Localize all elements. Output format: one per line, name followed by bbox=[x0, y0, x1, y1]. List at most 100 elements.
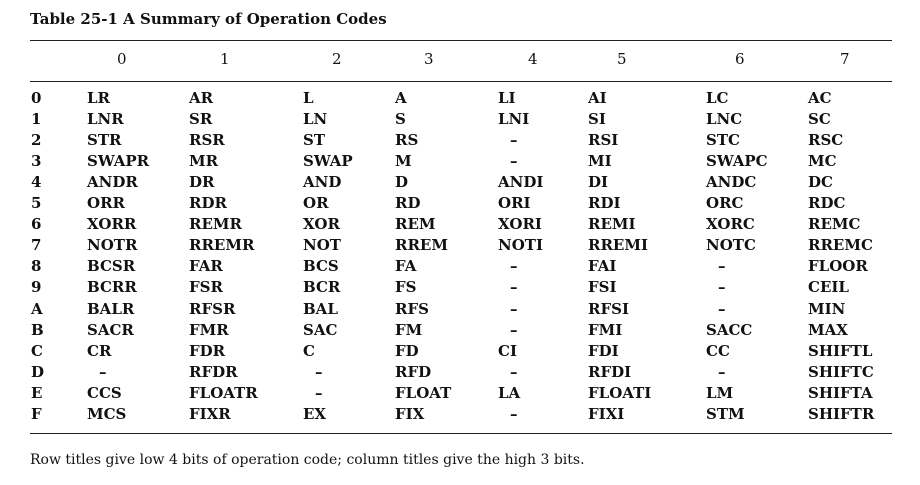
opcode-cell: AC bbox=[808, 89, 832, 107]
opcode-cell: REM bbox=[395, 215, 436, 234]
table-row: F MCS FIXR EX FIX – FIXI STM SHIFTR bbox=[0, 405, 920, 426]
opcode-cell: – bbox=[718, 278, 726, 297]
opcode-cell: FIXI bbox=[588, 404, 625, 423]
opcode-cell: ANDI bbox=[498, 173, 544, 192]
opcode-cell: SAC bbox=[303, 320, 338, 339]
table-row: D – RFDR – RFD – RFDI – SHIFTC bbox=[0, 363, 920, 384]
opcode-cell: MI bbox=[588, 152, 612, 171]
opcode-cell: C bbox=[303, 341, 315, 360]
table-caption: Table 25-1 A Summary of Operation Codes bbox=[30, 10, 387, 28]
opcode-cell: SHIFTC bbox=[808, 362, 874, 381]
opcode-cell: XORR bbox=[87, 215, 137, 234]
opcode-cell: XOR bbox=[303, 215, 340, 234]
opcode-cell: CEIL bbox=[808, 278, 849, 297]
opcode-cell: MAX bbox=[808, 320, 848, 339]
row-label: 7 bbox=[31, 236, 42, 255]
opcode-cell: ANDC bbox=[706, 173, 757, 192]
opcode-cell: AI bbox=[588, 89, 607, 107]
row-label: F bbox=[31, 404, 42, 423]
opcode-cell: MR bbox=[189, 152, 219, 171]
opcode-cell: – bbox=[510, 320, 518, 339]
opcode-cell: XORC bbox=[706, 215, 755, 234]
table-row: A BALR RFSR BAL RFS – RFSI – MIN bbox=[0, 300, 920, 321]
opcode-cell: LNC bbox=[706, 110, 743, 129]
opcode-cell: LR bbox=[87, 89, 111, 107]
opcode-cell: SHIFTR bbox=[808, 404, 875, 423]
opcode-cell: STC bbox=[706, 131, 740, 150]
opcode-cell: FSR bbox=[189, 278, 223, 297]
opcode-cell: RREMI bbox=[588, 236, 648, 255]
opcode-cell: FAR bbox=[189, 257, 223, 276]
opcode-cell: LNI bbox=[498, 110, 530, 129]
opcode-cell: CCS bbox=[87, 383, 122, 402]
opcode-cell: LN bbox=[303, 110, 328, 129]
row-label: E bbox=[31, 383, 43, 402]
opcode-cell: NOTI bbox=[498, 236, 543, 255]
opcode-cell: SWAP bbox=[303, 152, 353, 171]
opcode-cell: SWAPR bbox=[87, 152, 150, 171]
opcode-cell: ST bbox=[303, 131, 325, 150]
table-row: 5 ORR RDR OR RD ORI RDI ORC RDC bbox=[0, 194, 920, 215]
opcode-cell: FLOOR bbox=[808, 257, 868, 276]
opcode-cell: – bbox=[315, 362, 323, 381]
table-row: 3 SWAPR MR SWAP M – MI SWAPC MC bbox=[0, 152, 920, 173]
opcode-cell: RREM bbox=[395, 236, 448, 255]
opcode-cell: – bbox=[718, 257, 726, 276]
opcode-cell: FLOAT bbox=[395, 383, 452, 402]
opcode-cell: SACR bbox=[87, 320, 134, 339]
opcode-cell: RSC bbox=[808, 131, 844, 150]
opcode-cell: BCSR bbox=[87, 257, 136, 276]
opcode-cell: SR bbox=[189, 110, 213, 129]
opcode-cell: FAI bbox=[588, 257, 617, 276]
opcode-cell: SHIFTA bbox=[808, 383, 873, 402]
table-row: 7 NOTR RREMR NOT RREM NOTI RREMI NOTC RREMC bbox=[0, 236, 920, 257]
opcode-cell: DI bbox=[588, 173, 609, 192]
opcode-cell: STM bbox=[706, 404, 745, 423]
opcode-cell: RREMR bbox=[189, 236, 255, 255]
opcode-cell: RDC bbox=[808, 194, 846, 213]
top-rule bbox=[30, 40, 892, 41]
opcode-cell: ANDR bbox=[87, 173, 138, 192]
opcode-cell: – bbox=[510, 152, 518, 171]
row-label: 0 bbox=[31, 89, 42, 107]
column-header-2: 2 bbox=[332, 50, 342, 68]
opcode-cell: BCR bbox=[303, 278, 341, 297]
opcode-cell: BAL bbox=[303, 299, 338, 318]
row-label: A bbox=[31, 299, 43, 318]
opcode-cell: A bbox=[395, 89, 407, 107]
opcode-cell: REMR bbox=[189, 215, 242, 234]
opcode-cell: RDI bbox=[588, 194, 621, 213]
opcode-cell: FDR bbox=[189, 341, 226, 360]
opcode-cell: REMI bbox=[588, 215, 636, 234]
opcode-cell: MC bbox=[808, 152, 837, 171]
column-header-4: 4 bbox=[528, 50, 538, 68]
opcode-cell: AND bbox=[303, 173, 342, 192]
opcode-cell: FLOATI bbox=[588, 383, 652, 402]
opcode-cell: DC bbox=[808, 173, 833, 192]
opcode-cell: SWAPC bbox=[706, 152, 768, 171]
opcode-cell: FDI bbox=[588, 341, 619, 360]
opcode-cell: RFD bbox=[395, 362, 432, 381]
table-row: B SACR FMR SAC FM – FMI SACC MAX bbox=[0, 321, 920, 342]
column-header-7: 7 bbox=[840, 50, 850, 68]
opcode-cell: RD bbox=[395, 194, 421, 213]
row-label: 9 bbox=[31, 278, 42, 297]
table-row: 2 STR RSR ST RS – RSI STC RSC bbox=[0, 131, 920, 152]
opcode-cell: LA bbox=[498, 383, 521, 402]
opcode-cell: M bbox=[395, 152, 412, 171]
opcode-cell: RSR bbox=[189, 131, 225, 150]
opcode-cell: FM bbox=[395, 320, 423, 339]
column-header-0: 0 bbox=[117, 50, 127, 68]
opcode-cell: FIX bbox=[395, 404, 425, 423]
opcode-cell: SACC bbox=[706, 320, 753, 339]
opcode-cell: RFDR bbox=[189, 362, 238, 381]
opcode-cell: FSI bbox=[588, 278, 617, 297]
opcode-cell: – bbox=[510, 404, 518, 423]
opcode-cell: – bbox=[718, 299, 726, 318]
opcode-cell: EX bbox=[303, 404, 327, 423]
opcode-cell: LM bbox=[706, 383, 734, 402]
opcode-cell: – bbox=[510, 131, 518, 150]
opcode-cell: NOT bbox=[303, 236, 341, 255]
bottom-rule bbox=[30, 433, 892, 434]
opcode-cell: – bbox=[718, 362, 726, 381]
